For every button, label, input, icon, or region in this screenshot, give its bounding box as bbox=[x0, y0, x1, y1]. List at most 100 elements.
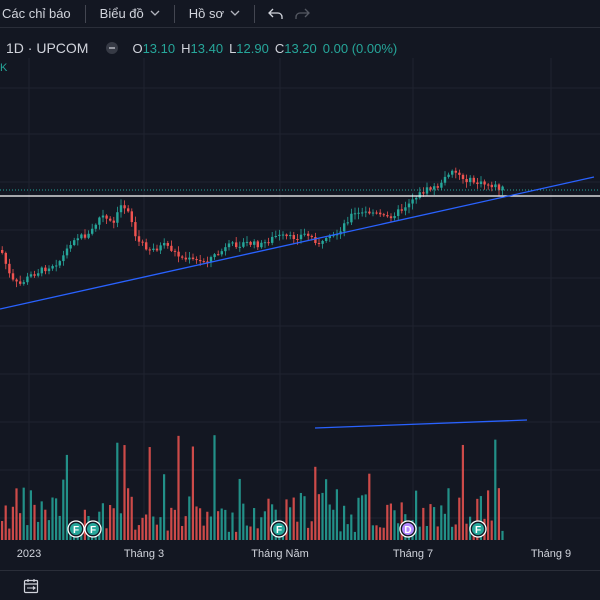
candle-body bbox=[371, 212, 375, 214]
date-range-button[interactable] bbox=[20, 575, 42, 597]
candle-body bbox=[440, 182, 443, 188]
volume-bar bbox=[353, 531, 356, 540]
volume-bar bbox=[29, 490, 32, 540]
candle-body bbox=[332, 235, 335, 237]
volume-bar bbox=[476, 498, 479, 540]
candle-body bbox=[253, 241, 256, 245]
volume-bar bbox=[55, 498, 58, 540]
volume-bar bbox=[415, 490, 418, 540]
candle-body bbox=[296, 239, 299, 241]
candle-body bbox=[33, 274, 36, 276]
volume-bar bbox=[123, 445, 126, 540]
candle-body bbox=[443, 176, 447, 183]
candle-body bbox=[213, 254, 216, 258]
symbol-label[interactable]: 1D · UPCOM bbox=[6, 40, 89, 56]
candle-body bbox=[469, 177, 472, 183]
low-label: L bbox=[229, 40, 237, 56]
chart-menu-button[interactable]: Biểu đồ bbox=[94, 0, 166, 28]
open-label: O bbox=[132, 40, 143, 56]
candle-body bbox=[497, 184, 501, 191]
candle-body bbox=[127, 208, 130, 212]
candle-body bbox=[80, 234, 83, 239]
candle-body bbox=[1, 250, 4, 253]
event-marker-dot bbox=[273, 523, 285, 535]
candle-body bbox=[199, 260, 202, 262]
volume-bar bbox=[105, 528, 108, 540]
candle-body bbox=[116, 212, 119, 223]
chevron-down-icon bbox=[150, 8, 160, 19]
candle-body bbox=[361, 212, 364, 214]
high-label: H bbox=[181, 40, 191, 56]
calendar-range-icon bbox=[23, 578, 39, 593]
candle-body bbox=[181, 256, 184, 258]
candle-body bbox=[256, 241, 259, 248]
volume-bar bbox=[217, 511, 220, 540]
volume-bar bbox=[163, 474, 166, 540]
candle-body bbox=[289, 235, 292, 237]
volume-bar bbox=[479, 496, 482, 540]
high-value: 13.40 bbox=[190, 40, 224, 56]
event-marker-label: F bbox=[73, 525, 79, 536]
volume-bar bbox=[65, 454, 68, 540]
volume-bar bbox=[375, 525, 378, 540]
redo-icon bbox=[295, 8, 310, 19]
candle-body bbox=[350, 213, 353, 223]
volume-bar bbox=[101, 503, 104, 540]
candle-body bbox=[87, 233, 90, 238]
volume-bar bbox=[364, 494, 367, 540]
volume-bar bbox=[51, 497, 54, 540]
candle-body bbox=[299, 234, 303, 240]
volume-bar bbox=[109, 504, 112, 540]
volume-bar bbox=[47, 520, 50, 540]
candle-body bbox=[22, 282, 25, 284]
volume-bar bbox=[62, 479, 65, 540]
volume-bar bbox=[296, 521, 299, 540]
volume-bar bbox=[379, 527, 382, 540]
undo-button[interactable] bbox=[263, 0, 289, 28]
volume-bar bbox=[501, 530, 504, 540]
time-axis[interactable]: 2023 Tháng 3 Tháng Năm Tháng 7 Tháng 9 bbox=[0, 540, 600, 570]
volume-bar bbox=[271, 504, 274, 540]
candle-body bbox=[307, 233, 310, 236]
volume-bar bbox=[321, 492, 324, 540]
candle-body bbox=[148, 249, 151, 251]
volume-bar bbox=[497, 488, 500, 540]
candle-body bbox=[191, 257, 195, 260]
redo-button[interactable] bbox=[289, 0, 315, 28]
volume-bar bbox=[328, 504, 331, 540]
candle-body bbox=[267, 242, 270, 244]
volume-bar bbox=[451, 526, 454, 540]
candle-body bbox=[490, 184, 493, 188]
price-trendline[interactable] bbox=[0, 176, 595, 310]
candle-body bbox=[501, 186, 504, 191]
candle-body bbox=[119, 205, 123, 213]
candle-body bbox=[418, 192, 421, 198]
volume-bar bbox=[245, 525, 248, 540]
volume-trendline[interactable] bbox=[314, 419, 528, 429]
volume-bar bbox=[263, 511, 266, 540]
volume-bar bbox=[260, 517, 263, 540]
candle-body bbox=[393, 215, 396, 219]
candle-body bbox=[447, 174, 450, 177]
undo-icon bbox=[268, 8, 283, 19]
candle-body bbox=[461, 174, 465, 179]
volume-bar bbox=[112, 508, 115, 540]
open-value: 13.10 bbox=[142, 40, 176, 56]
volume-bar bbox=[155, 524, 158, 540]
volume-bar bbox=[490, 520, 493, 540]
profile-menu-button[interactable]: Hồ sơ bbox=[183, 0, 246, 28]
volume-bar bbox=[58, 515, 61, 540]
volume-bar bbox=[422, 507, 425, 540]
volume-bar bbox=[159, 517, 162, 540]
candle-body bbox=[397, 209, 400, 216]
indicators-button[interactable]: Các chỉ báo bbox=[0, 0, 77, 28]
event-marker: F bbox=[67, 520, 85, 538]
candle-body bbox=[375, 212, 378, 214]
volume-bar bbox=[173, 509, 176, 540]
candle-body bbox=[26, 276, 29, 283]
candle-body bbox=[19, 281, 22, 284]
chevron-down-icon bbox=[230, 8, 240, 19]
candle-body bbox=[382, 214, 385, 216]
candle-body bbox=[51, 266, 54, 269]
